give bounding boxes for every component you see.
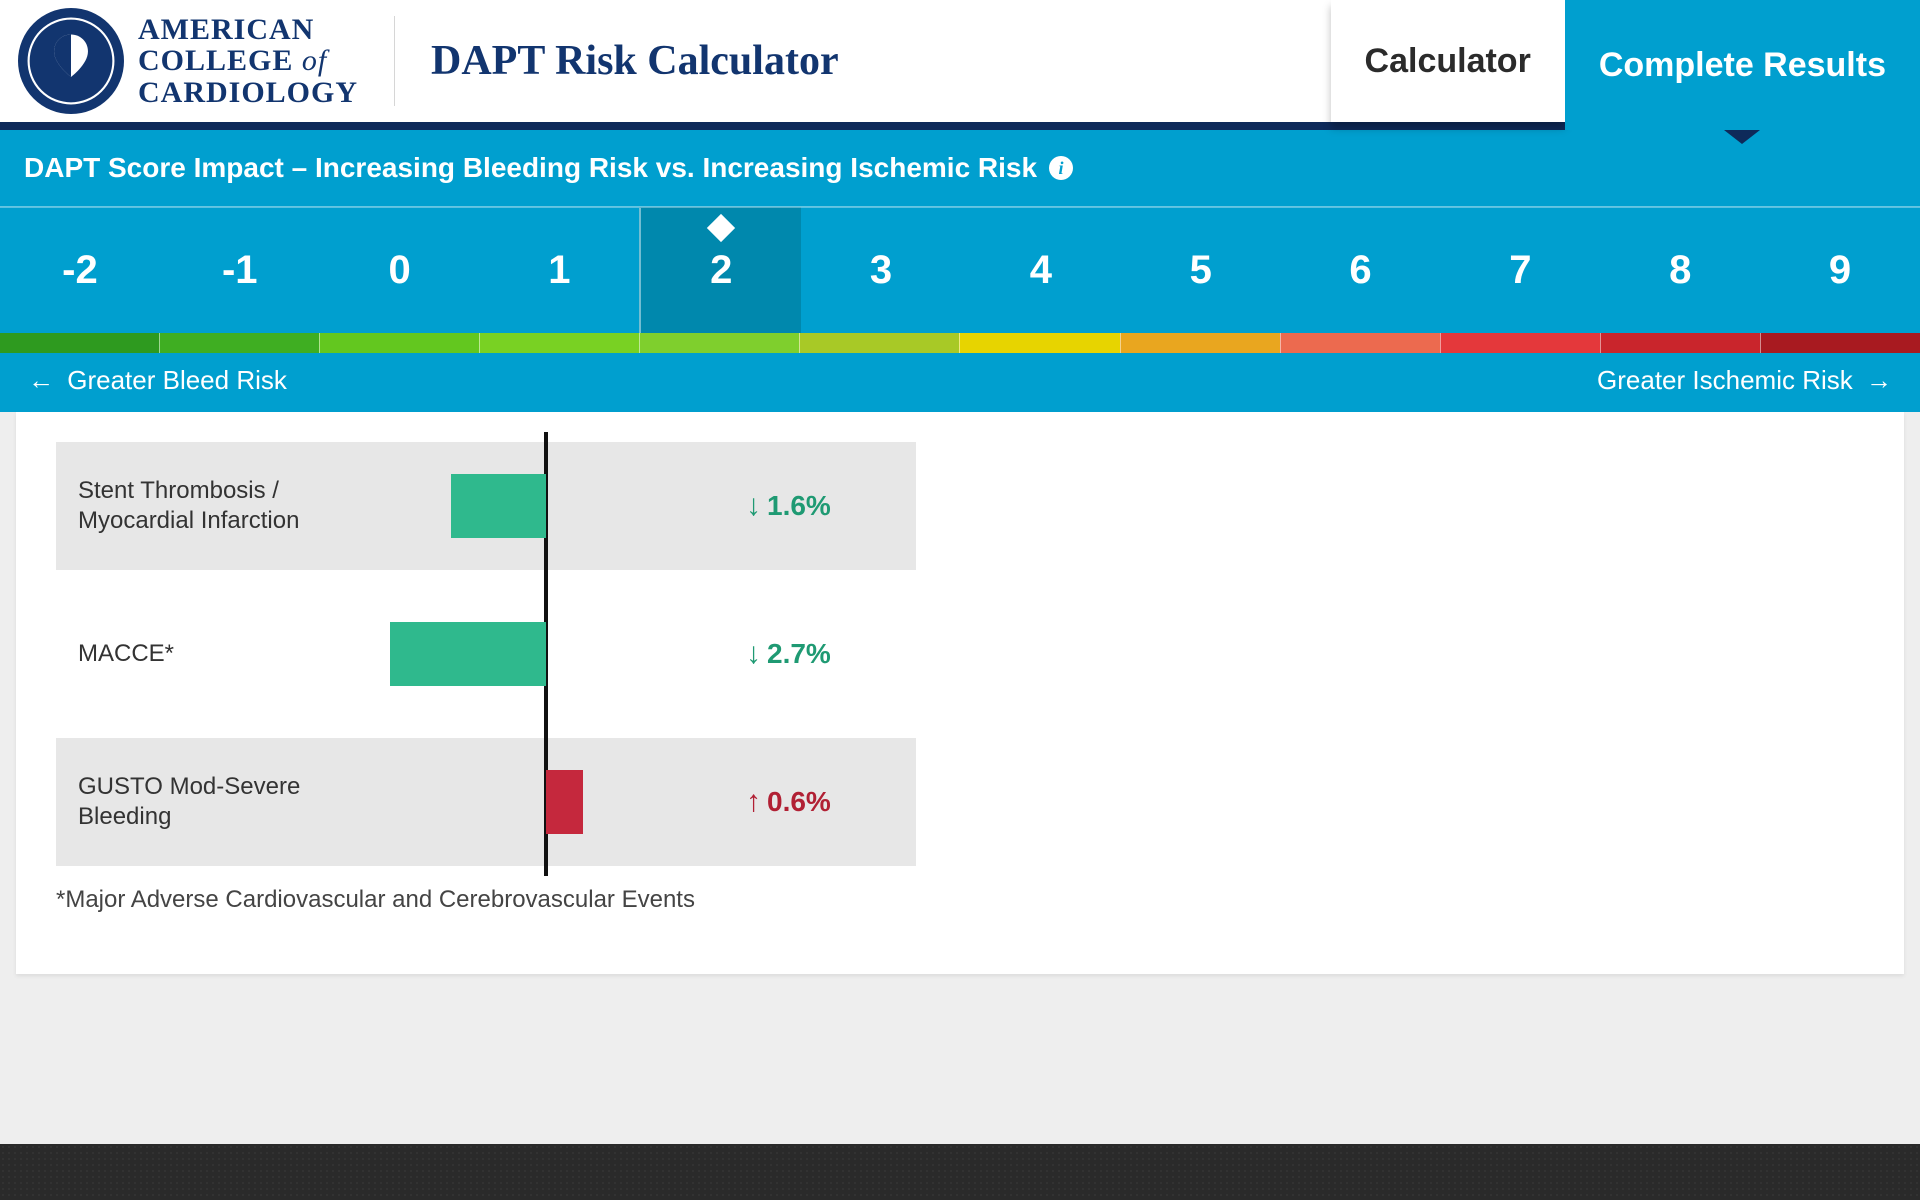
gradient-segment bbox=[799, 333, 959, 353]
impact-row: GUSTO Mod-Severe Bleeding ↑0.6% bbox=[56, 738, 916, 866]
org-line1: AMERICAN bbox=[138, 14, 358, 46]
arrow-down-icon: ↓ bbox=[746, 489, 761, 523]
header-divider bbox=[394, 16, 395, 106]
impact-bar bbox=[451, 474, 546, 538]
impact-bar bbox=[546, 770, 583, 834]
impact-bar-chart: Stent Thrombosis / Myocardial Infarction… bbox=[56, 442, 916, 866]
org-logo: AMERICAN COLLEGE of CARDIOLOGY bbox=[18, 8, 358, 114]
org-line3: CARDIOLOGY bbox=[138, 77, 358, 109]
arrow-left-icon: ← bbox=[28, 365, 54, 395]
gradient-segment bbox=[1600, 333, 1760, 353]
scale-cell-3[interactable]: 3 bbox=[801, 207, 961, 333]
tab-complete-results[interactable]: Complete Results bbox=[1565, 0, 1920, 130]
section-title-bar: DAPT Score Impact – Increasing Bleeding … bbox=[0, 130, 1920, 207]
selected-marker-icon bbox=[707, 214, 735, 242]
gradient-segment bbox=[1760, 333, 1920, 353]
scale-cell-4[interactable]: 4 bbox=[961, 207, 1121, 333]
gradient-segment bbox=[1440, 333, 1600, 353]
chart-footnote: *Major Adverse Cardiovascular and Cerebr… bbox=[56, 886, 1864, 914]
impact-bar bbox=[390, 622, 546, 686]
info-icon[interactable]: i bbox=[1049, 156, 1073, 180]
impact-bar-canvas bbox=[376, 738, 716, 866]
scale-cell-2[interactable]: 2 bbox=[639, 207, 801, 333]
scale-cell--2[interactable]: -2 bbox=[0, 207, 160, 333]
impact-value: ↑0.6% bbox=[716, 738, 916, 866]
scale-cell--1[interactable]: -1 bbox=[160, 207, 320, 333]
score-gradient bbox=[0, 333, 1920, 353]
impact-row: Stent Thrombosis / Myocardial Infarction… bbox=[56, 442, 916, 570]
tab-calculator[interactable]: Calculator bbox=[1331, 0, 1565, 122]
org-name: AMERICAN COLLEGE of CARDIOLOGY bbox=[138, 14, 358, 109]
score-scale: -2-10123456789 ← Greater Bleed Risk Grea… bbox=[0, 207, 1920, 412]
main-tabs: Calculator Complete Results bbox=[1331, 0, 1920, 130]
score-scale-numbers: -2-10123456789 bbox=[0, 207, 1920, 333]
scale-cell-6[interactable]: 6 bbox=[1281, 207, 1441, 333]
arrow-right-icon: → bbox=[1866, 365, 1892, 395]
scale-cell-0[interactable]: 0 bbox=[320, 207, 480, 333]
gradient-segment bbox=[319, 333, 479, 353]
scale-cell-7[interactable]: 7 bbox=[1440, 207, 1600, 333]
gradient-segment bbox=[159, 333, 319, 353]
scale-cell-1[interactable]: 1 bbox=[479, 207, 639, 333]
gradient-segment bbox=[1280, 333, 1440, 353]
impact-bar-canvas bbox=[376, 442, 716, 570]
app-title: DAPT Risk Calculator bbox=[431, 37, 839, 85]
risk-legend: ← Greater Bleed Risk Greater Ischemic Ri… bbox=[0, 353, 1920, 412]
section-title-text: DAPT Score Impact – Increasing Bleeding … bbox=[24, 152, 1037, 184]
impact-bar-canvas bbox=[376, 590, 716, 718]
impact-row-label: MACCE* bbox=[56, 590, 376, 718]
impact-row: MACCE* ↓2.7% bbox=[56, 590, 916, 718]
legend-bleed: ← Greater Bleed Risk bbox=[22, 365, 287, 396]
scale-cell-5[interactable]: 5 bbox=[1121, 207, 1281, 333]
gradient-segment bbox=[0, 333, 159, 353]
impact-row-label: GUSTO Mod-Severe Bleeding bbox=[56, 738, 376, 866]
impact-value: ↓1.6% bbox=[716, 442, 916, 570]
legend-ischemic: Greater Ischemic Risk → bbox=[1597, 365, 1898, 396]
impact-row-label: Stent Thrombosis / Myocardial Infarction bbox=[56, 442, 376, 570]
org-line2: COLLEGE of bbox=[138, 45, 358, 77]
results-panel: Stent Thrombosis / Myocardial Infarction… bbox=[16, 412, 1904, 974]
gradient-segment bbox=[479, 333, 639, 353]
app-header: AMERICAN COLLEGE of CARDIOLOGY DAPT Risk… bbox=[0, 0, 1920, 130]
org-seal-icon bbox=[18, 8, 124, 114]
gradient-segment bbox=[959, 333, 1119, 353]
gradient-segment bbox=[1120, 333, 1280, 353]
gradient-segment bbox=[639, 333, 799, 353]
arrow-down-icon: ↓ bbox=[746, 637, 761, 671]
scale-cell-9[interactable]: 9 bbox=[1760, 207, 1920, 333]
arrow-up-icon: ↑ bbox=[746, 785, 761, 819]
scale-cell-8[interactable]: 8 bbox=[1600, 207, 1760, 333]
impact-value: ↓2.7% bbox=[716, 590, 916, 718]
page-footer bbox=[0, 1144, 1920, 1200]
